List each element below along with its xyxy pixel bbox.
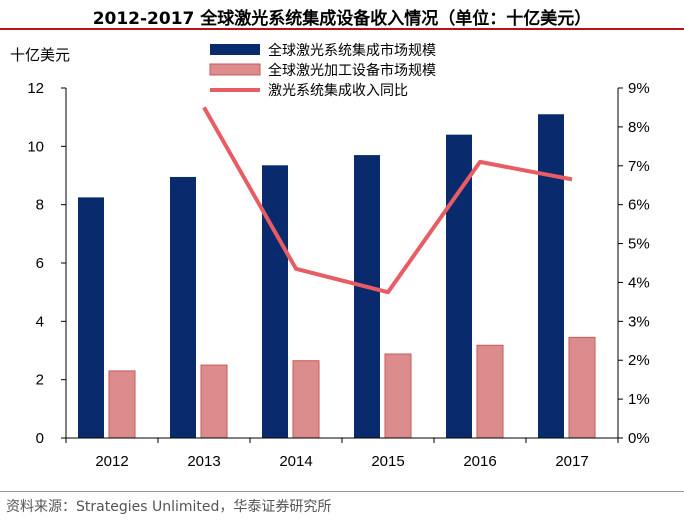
right-tick-label: 0% — [628, 430, 650, 447]
left-tick-label: 2 — [36, 372, 44, 389]
left-tick-label: 4 — [36, 313, 44, 330]
x-tick-label: 2013 — [187, 453, 220, 470]
x-tick-label: 2017 — [555, 453, 588, 470]
source-note: 资料来源：Strategies Unlimited，华泰证券研究所 — [6, 499, 332, 515]
right-tick-label: 4% — [628, 274, 650, 291]
x-tick-label: 2016 — [463, 453, 496, 470]
bar-laser-system-integration — [78, 197, 104, 438]
bar-laser-processing-equipment — [108, 370, 136, 439]
left-tick-label: 0 — [36, 430, 44, 447]
left-axis-unit-label: 十亿美元 — [10, 46, 71, 64]
right-tick-label: 2% — [628, 352, 650, 369]
right-tick-label: 8% — [628, 119, 650, 136]
legend-swatch-processing-equipment — [209, 63, 261, 76]
bar-laser-processing-equipment — [568, 336, 596, 439]
axis-ticks: 0 2 4 6 8 10 12 0% 1% 2% 3% 4% 5% 6% 7% 8% 9% 2012 2013 201… — [27, 80, 649, 470]
legend-label-processing-equipment: 全球激光加工设备市场规模 — [268, 62, 436, 79]
left-tick-label: 12 — [27, 80, 44, 97]
left-tick-label: 6 — [36, 255, 44, 272]
chart-title: 2012-2017 全球激光系统集成设备收入情况（单位：十亿美元） — [92, 9, 592, 29]
left-tick-label: 8 — [36, 197, 44, 214]
bar-laser-system-integration — [262, 165, 288, 438]
bar-laser-system-integration — [446, 134, 472, 438]
x-tick-label: 2012 — [95, 453, 128, 470]
legend-swatch-system-integration — [210, 44, 260, 55]
right-tick-label: 3% — [628, 313, 650, 330]
x-tick-label: 2015 — [371, 453, 404, 470]
bar-laser-system-integration — [354, 155, 380, 439]
legend-label-yoy-growth: 激光系统集成收入同比 — [268, 82, 408, 99]
right-tick-label: 7% — [628, 158, 650, 175]
right-tick-label: 1% — [628, 391, 650, 408]
x-tick-label: 2014 — [279, 453, 312, 470]
bar-laser-processing-equipment — [476, 344, 504, 439]
footer-divider — [0, 491, 684, 492]
title-divider — [0, 28, 684, 30]
yoy-growth-line — [202, 106, 573, 295]
left-tick-label: 10 — [27, 138, 44, 155]
bar-laser-processing-equipment — [200, 364, 228, 439]
bars-group — [78, 114, 596, 439]
right-tick-label: 5% — [628, 236, 650, 253]
legend-label-system-integration: 全球激光系统集成市场规模 — [268, 42, 436, 59]
right-tick-label: 6% — [628, 197, 650, 214]
right-tick-label: 9% — [628, 80, 650, 97]
bar-laser-processing-equipment — [292, 360, 320, 439]
bar-laser-system-integration — [170, 176, 196, 439]
bar-laser-system-integration — [538, 114, 564, 438]
bar-laser-processing-equipment — [384, 353, 412, 439]
